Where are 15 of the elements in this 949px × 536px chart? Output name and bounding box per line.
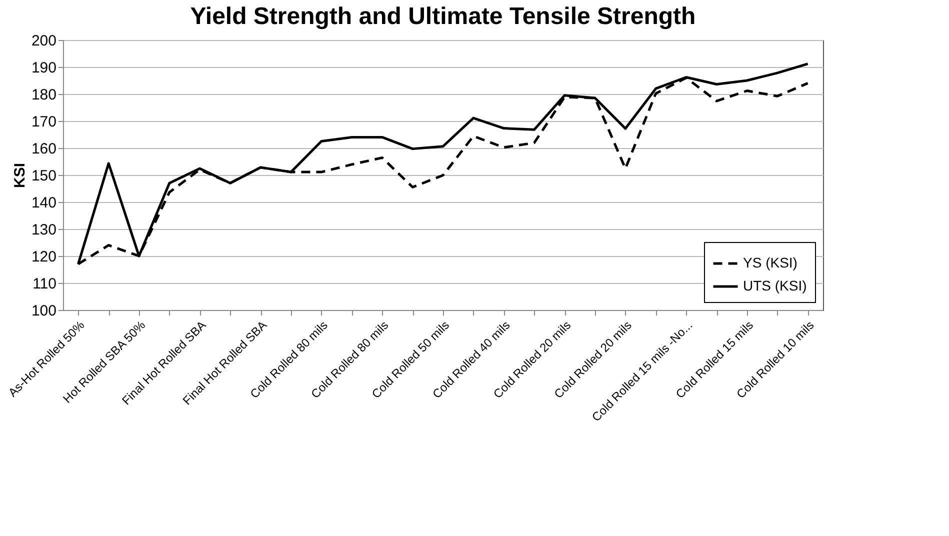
- y-tick-label: 150: [31, 168, 56, 184]
- y-tick-label: 200: [31, 32, 56, 50]
- y-tick-label: 110: [32, 276, 56, 292]
- y-tick-label: 100: [31, 302, 56, 320]
- chart-title: Yield Strength and Ultimate Tensile Strength: [190, 3, 696, 30]
- legend-label: UTS (KSI): [743, 278, 807, 294]
- y-tick-label: 140: [31, 194, 56, 212]
- y-tick-label: 160: [31, 140, 56, 158]
- y-tick-label: 170: [31, 114, 56, 130]
- y-tick-label: 130: [31, 222, 56, 238]
- y-tick-label: 190: [31, 60, 56, 76]
- y-tick-label: 120: [31, 248, 56, 266]
- y-tick-label: 180: [31, 86, 56, 104]
- y-axis-title: KSI: [11, 162, 28, 188]
- legend-label: YS (KSI): [743, 254, 798, 270]
